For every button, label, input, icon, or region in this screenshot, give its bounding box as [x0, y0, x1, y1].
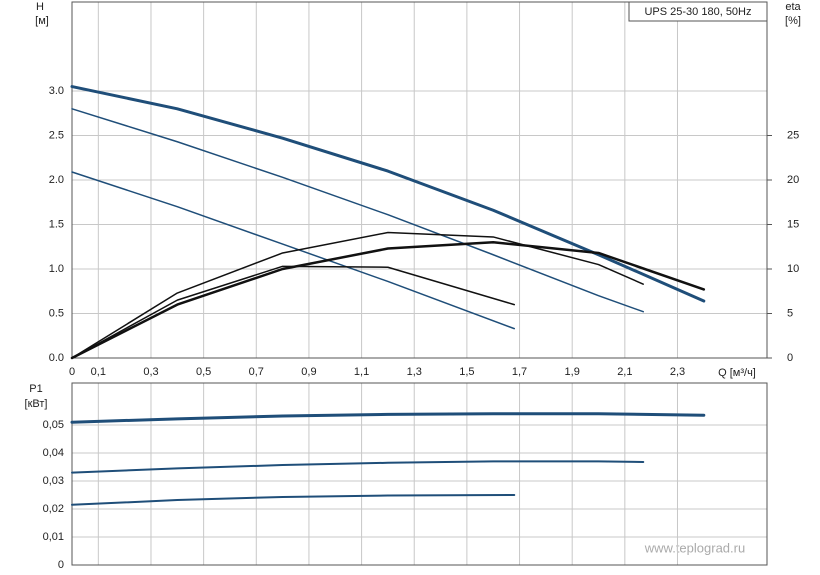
x-tick-label: 0,3: [143, 366, 158, 378]
x-tick-label: 1,9: [565, 366, 580, 378]
y-tick-label: 0: [58, 559, 64, 571]
x-tick-label: 0,1: [91, 366, 106, 378]
y-tick-label: 2.5: [49, 129, 64, 141]
y-tick-label: 0.0: [49, 352, 64, 364]
y-tick-label: 3.0: [49, 85, 64, 97]
x-tick-label: 2,3: [670, 366, 685, 378]
x-tick-label: 0: [69, 366, 75, 378]
watermark: www.teplograd.ru: [644, 540, 745, 555]
x-tick-label: 1,3: [407, 366, 422, 378]
y-tick-label: 0.5: [49, 307, 64, 319]
y-tick-label: 0,05: [43, 419, 64, 431]
y2-unit: [%]: [785, 15, 801, 27]
y-tick-label: 1.0: [49, 263, 64, 275]
x-tick-label: 0,7: [249, 366, 264, 378]
y-unit: [кВт]: [25, 398, 48, 410]
plot-frame: [71, 382, 768, 566]
x-tick-label: 1,7: [512, 366, 527, 378]
y2-tick-label: 10: [787, 263, 799, 275]
y-label: H: [36, 1, 44, 13]
x-tick-label: 2,1: [617, 366, 632, 378]
x-tick-label: 1,1: [354, 366, 369, 378]
curve: [71, 108, 645, 313]
x-label: Q [м³/ч]: [718, 367, 756, 379]
y-tick-label: 0,01: [43, 531, 64, 543]
x-tick-label: 1,5: [459, 366, 474, 378]
curve: [71, 231, 645, 359]
y-tick-label: 2.0: [49, 174, 64, 186]
y2-label: eta: [785, 1, 801, 13]
curve: [71, 460, 645, 474]
x-tick-label: 0,5: [196, 366, 211, 378]
curve: [70, 85, 706, 303]
y-tick-label: 0,02: [43, 503, 64, 515]
y-tick-label: 1.5: [49, 218, 64, 230]
y2-tick-label: 0: [787, 352, 793, 364]
y2-tick-label: 15: [787, 218, 799, 230]
y-tick-label: 0,04: [43, 447, 64, 459]
y2-tick-label: 5: [787, 307, 793, 319]
y-label: P1: [29, 383, 42, 395]
legend-box: [628, 1, 768, 22]
plot-frame: [71, 1, 768, 359]
y2-tick-label: 25: [787, 129, 799, 141]
curve: [70, 241, 706, 360]
y-tick-label: 0,03: [43, 475, 64, 487]
curve: [71, 494, 516, 506]
curve: [70, 412, 706, 424]
y2-tick-label: 20: [787, 174, 799, 186]
legend-label: UPS 25-30 180, 50Hz: [644, 6, 751, 18]
y-unit: [м]: [35, 15, 49, 27]
curve: [71, 171, 516, 330]
curve: [71, 265, 516, 359]
x-tick-label: 0,9: [301, 366, 316, 378]
